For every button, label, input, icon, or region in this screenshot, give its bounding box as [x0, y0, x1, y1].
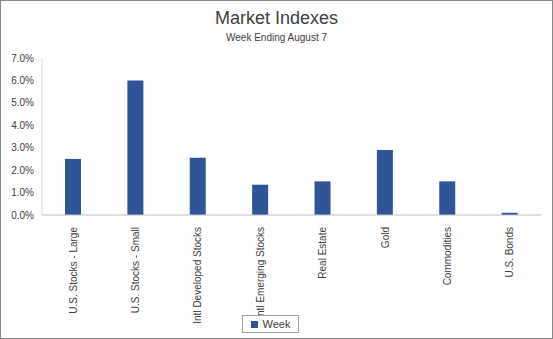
svg-text:Gold: Gold: [380, 227, 391, 248]
svg-text:Commodities: Commodities: [442, 227, 453, 285]
svg-text:6.0%: 6.0%: [11, 75, 34, 86]
svg-text:3.0%: 3.0%: [11, 142, 34, 153]
svg-text:Intl Developed Stocks: Intl Developed Stocks: [192, 227, 203, 324]
svg-text:U.S. Bonds: U.S. Bonds: [504, 227, 515, 278]
svg-text:7.0%: 7.0%: [11, 53, 34, 64]
svg-text:U.S. Stocks - Small: U.S. Stocks - Small: [130, 227, 141, 313]
svg-text:5.0%: 5.0%: [11, 97, 34, 108]
svg-text:2.0%: 2.0%: [11, 165, 34, 176]
svg-text:0.0%: 0.0%: [11, 210, 34, 221]
html-text:Market Indexes: Market Indexes: [215, 8, 338, 28]
svg-text:Intl Emerging Stocks: Intl Emerging Stocks: [255, 227, 266, 319]
svg-text:1.0%: 1.0%: [11, 187, 34, 198]
svg-text:U.S. Stocks - Large: U.S. Stocks - Large: [68, 227, 79, 314]
html-text:Week Ending August 7: Week Ending August 7: [226, 32, 327, 43]
svg-text:4.0%: 4.0%: [11, 120, 34, 131]
html-text:Week: Week: [262, 318, 291, 330]
svg-text:Real Estate: Real Estate: [317, 227, 328, 279]
